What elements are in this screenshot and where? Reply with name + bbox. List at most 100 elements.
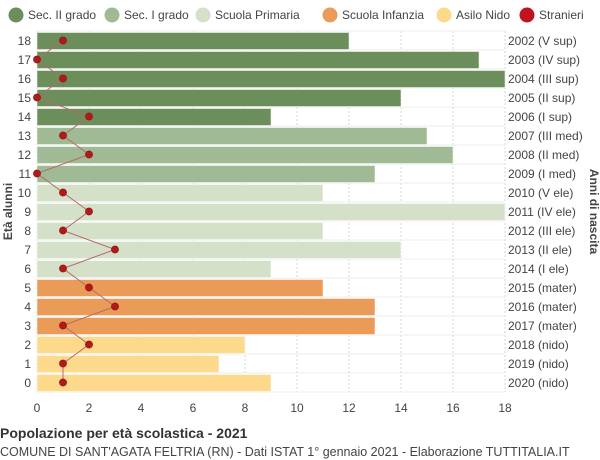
bar bbox=[36, 279, 324, 297]
y-tick-label: 10 bbox=[18, 186, 32, 200]
y-tick-label: 5 bbox=[24, 281, 31, 295]
y2-tick-label: 2014 (I ele) bbox=[508, 262, 569, 276]
y-tick-label: 2 bbox=[24, 338, 31, 352]
stranieri-point bbox=[111, 245, 119, 254]
bars bbox=[36, 32, 506, 392]
stranieri-point bbox=[85, 150, 93, 159]
bar bbox=[36, 70, 506, 88]
y-tick-label: 12 bbox=[18, 148, 32, 162]
y2-tick-label: 2008 (II med) bbox=[508, 148, 579, 162]
y-tick-label: 13 bbox=[18, 129, 32, 143]
stranieri-point bbox=[59, 36, 67, 45]
y2-tick-label: 2019 (nido) bbox=[508, 357, 569, 371]
y2-tick-label: 2010 (V ele) bbox=[508, 186, 573, 200]
bar bbox=[36, 51, 480, 69]
y-tick-label: 4 bbox=[24, 300, 31, 314]
legend-label: Sec. II grado bbox=[28, 8, 96, 22]
stranieri-point bbox=[85, 112, 93, 121]
stranieri-point bbox=[59, 74, 67, 83]
stranieri-point bbox=[33, 169, 41, 178]
y2-tick-label: 2003 (IV sup) bbox=[508, 53, 580, 67]
legend-label: Scuola Infanzia bbox=[342, 8, 424, 22]
x-tick-label: 16 bbox=[446, 401, 460, 415]
y-tick-label: 15 bbox=[18, 91, 32, 105]
y2-axis-label: Anni di nascita bbox=[587, 169, 600, 255]
y-tick-label: 14 bbox=[18, 110, 32, 124]
bar bbox=[36, 222, 324, 240]
bar bbox=[36, 241, 402, 259]
legend-marker bbox=[436, 7, 452, 23]
y-tick-label: 8 bbox=[24, 224, 31, 238]
y-tick-label: 0 bbox=[24, 376, 31, 390]
stranieri-point bbox=[59, 131, 67, 140]
y-tick-label: 9 bbox=[24, 205, 31, 219]
y2-tick-label: 2011 (IV ele) bbox=[508, 205, 576, 219]
bar bbox=[36, 32, 350, 50]
y-tick-label: 6 bbox=[24, 262, 31, 276]
population-chart: Sec. II grado Sec. I grado Scuola Primaria… bbox=[1, 7, 600, 415]
legend-marker bbox=[8, 7, 24, 23]
bar bbox=[36, 127, 428, 145]
x-tick-label: 10 bbox=[290, 401, 304, 415]
x-tick-label: 0 bbox=[34, 401, 41, 415]
y-tick-label: 18 bbox=[18, 34, 32, 48]
bar bbox=[36, 260, 272, 278]
legend-label: Scuola Primaria bbox=[215, 8, 300, 22]
stranieri-point bbox=[59, 359, 67, 368]
y-tick-label: 3 bbox=[24, 319, 31, 333]
y2-tick-label: 2005 (II sup) bbox=[508, 91, 575, 105]
y-axis-label: Età alunni bbox=[1, 183, 15, 240]
bar bbox=[36, 165, 376, 183]
stranieri-series bbox=[33, 36, 119, 387]
stranieri-point bbox=[111, 302, 119, 311]
bar bbox=[36, 184, 324, 202]
stranieri-point bbox=[59, 378, 67, 387]
y2-tick-label: 2012 (III ele) bbox=[508, 224, 575, 238]
y-tick-label: 7 bbox=[24, 243, 31, 257]
y2-tick-label: 2006 (I sup) bbox=[508, 110, 572, 124]
bar bbox=[36, 89, 402, 107]
bar bbox=[36, 298, 376, 316]
chart-title: Popolazione per età scolastica - 2021 bbox=[0, 425, 248, 441]
x-tick-label: 8 bbox=[242, 401, 249, 415]
y2-tick-label: 2016 (mater) bbox=[508, 300, 577, 314]
stranieri-point bbox=[59, 321, 67, 330]
y2-tick-label: 2007 (III med) bbox=[508, 129, 583, 143]
stranieri-point bbox=[85, 283, 93, 292]
x-tick-label: 6 bbox=[190, 401, 197, 415]
y2-tick-label: 2002 (V sup) bbox=[508, 34, 577, 48]
x-tick-label: 12 bbox=[342, 401, 356, 415]
y2-tick-label: 2017 (mater) bbox=[508, 319, 577, 333]
legend-marker bbox=[519, 7, 535, 23]
x-tick-label: 18 bbox=[498, 401, 512, 415]
y2-tick-label: 2015 (mater) bbox=[508, 281, 577, 295]
bar bbox=[36, 108, 272, 126]
y2-tick-label: 2013 (II ele) bbox=[508, 243, 572, 257]
bar bbox=[36, 203, 506, 221]
axes: 18 2002 (V sup) 17 2003 (IV sup) 16 2004 (III… bbox=[1, 34, 600, 415]
legend-marker bbox=[104, 7, 120, 23]
stranieri-point bbox=[85, 340, 93, 349]
y2-tick-label: 2009 (I med) bbox=[508, 167, 576, 181]
x-tick-label: 4 bbox=[138, 401, 145, 415]
y2-tick-label: 2004 (III sup) bbox=[508, 72, 579, 86]
legend-marker bbox=[322, 7, 338, 23]
bar bbox=[36, 317, 376, 335]
stranieri-point bbox=[59, 264, 67, 273]
bar bbox=[36, 374, 272, 392]
bar bbox=[36, 146, 454, 164]
y-tick-label: 11 bbox=[19, 167, 32, 181]
stranieri-point bbox=[85, 207, 93, 216]
stranieri-point bbox=[33, 93, 41, 102]
legend-marker bbox=[195, 7, 211, 23]
y-tick-label: 17 bbox=[18, 53, 32, 67]
stranieri-point bbox=[59, 188, 67, 197]
x-tick-label: 14 bbox=[394, 401, 408, 415]
stranieri-point bbox=[59, 226, 67, 235]
stranieri-point bbox=[33, 55, 41, 64]
legend-label: Asilo Nido bbox=[456, 8, 510, 22]
y2-tick-label: 2020 (nido) bbox=[508, 376, 569, 390]
y2-tick-label: 2018 (nido) bbox=[508, 338, 569, 352]
legend: Sec. II grado Sec. I grado Scuola Primaria… bbox=[8, 7, 584, 23]
legend-label: Stranieri bbox=[539, 8, 584, 22]
